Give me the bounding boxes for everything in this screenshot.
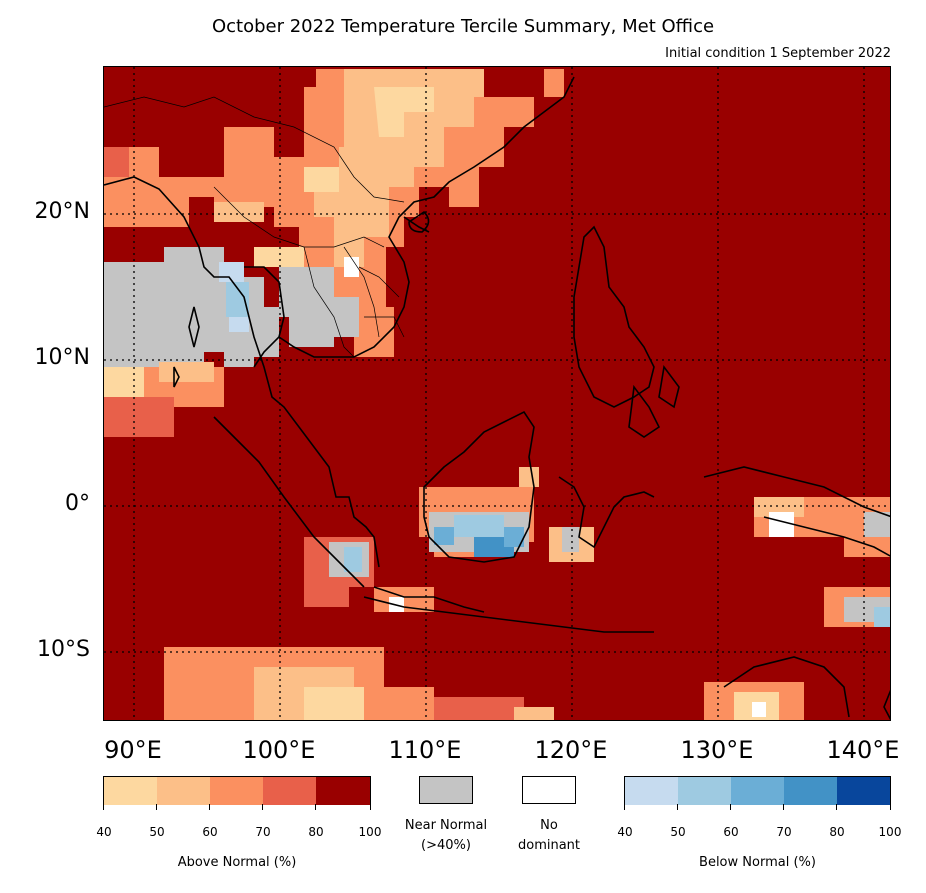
lon-label-140e: 140°E	[826, 736, 900, 764]
below-tick-70: 70	[776, 825, 792, 839]
lat-label-0: 0°	[65, 491, 90, 516]
near-normal-swatch	[419, 776, 473, 804]
near-normal-label: Near Normal (>40%)	[396, 816, 496, 856]
lon-label-90e: 90°E	[104, 736, 162, 764]
no-dominant-swatch	[522, 776, 576, 804]
no-dominant-label-line2: dominant	[517, 838, 581, 853]
borneo-region	[419, 467, 539, 557]
no-dominant-label-line1: No	[540, 818, 558, 833]
below-normal-label: Below Normal (%)	[699, 855, 816, 870]
above-normal-colorbar	[103, 776, 371, 805]
above-swatch-60-70	[210, 777, 263, 805]
lat-label-20n: 20°N	[34, 199, 90, 224]
lat-label-10s: 10°S	[37, 637, 90, 662]
lon-label-100e: 100°E	[242, 736, 316, 764]
coastlines	[104, 76, 890, 720]
near-normal-label-line1: Near Normal	[404, 818, 488, 833]
below-normal-colorbar	[624, 776, 891, 805]
above-swatch-80-100	[316, 777, 370, 805]
below-swatch-40-50	[625, 777, 678, 805]
lon-label-120e: 120°E	[534, 736, 608, 764]
below-tick-80: 80	[829, 825, 845, 839]
below-tick-60: 60	[723, 825, 739, 839]
above-tick-80: 80	[308, 825, 324, 839]
above-swatch-70-80	[263, 777, 316, 805]
below-swatch-50-60	[678, 777, 731, 805]
lat-label-10n: 10°N	[34, 345, 90, 370]
above-normal-label: Above Normal (%)	[177, 855, 297, 870]
above-tick-70: 70	[255, 825, 271, 839]
above-swatch-50-60	[157, 777, 210, 805]
below-tick-50: 50	[670, 825, 686, 839]
above-tick-40: 40	[96, 825, 112, 839]
above-tick-50: 50	[149, 825, 165, 839]
above-tick-60: 60	[202, 825, 218, 839]
sumatra-region	[304, 537, 434, 612]
below-swatch-60-70	[731, 777, 784, 805]
sulawesi-region	[549, 527, 594, 562]
initial-condition-subtitle: Initial condition 1 September 2022	[665, 46, 891, 61]
lon-label-110e: 110°E	[388, 736, 462, 764]
below-swatch-70-80	[784, 777, 837, 805]
south-ocean-region	[164, 647, 804, 720]
above-swatch-40-50	[104, 777, 157, 805]
above-tick-100: 100	[358, 825, 382, 839]
below-swatch-80-100	[837, 777, 890, 805]
country-borders	[104, 96, 405, 358]
above-normal-mainland	[104, 69, 564, 357]
gridlines	[104, 67, 890, 720]
lon-label-130e: 130°E	[680, 736, 754, 764]
below-tick-40: 40	[617, 825, 633, 839]
below-tick-100: 100	[878, 825, 902, 839]
chart-title: October 2022 Temperature Tercile Summary…	[211, 16, 715, 37]
map-svg	[104, 67, 890, 720]
near-normal-label-line2: (>40%)	[421, 838, 471, 853]
no-dominant-label: No dominant	[499, 816, 599, 856]
tercile-map	[103, 66, 891, 721]
new-guinea-region	[754, 497, 890, 627]
